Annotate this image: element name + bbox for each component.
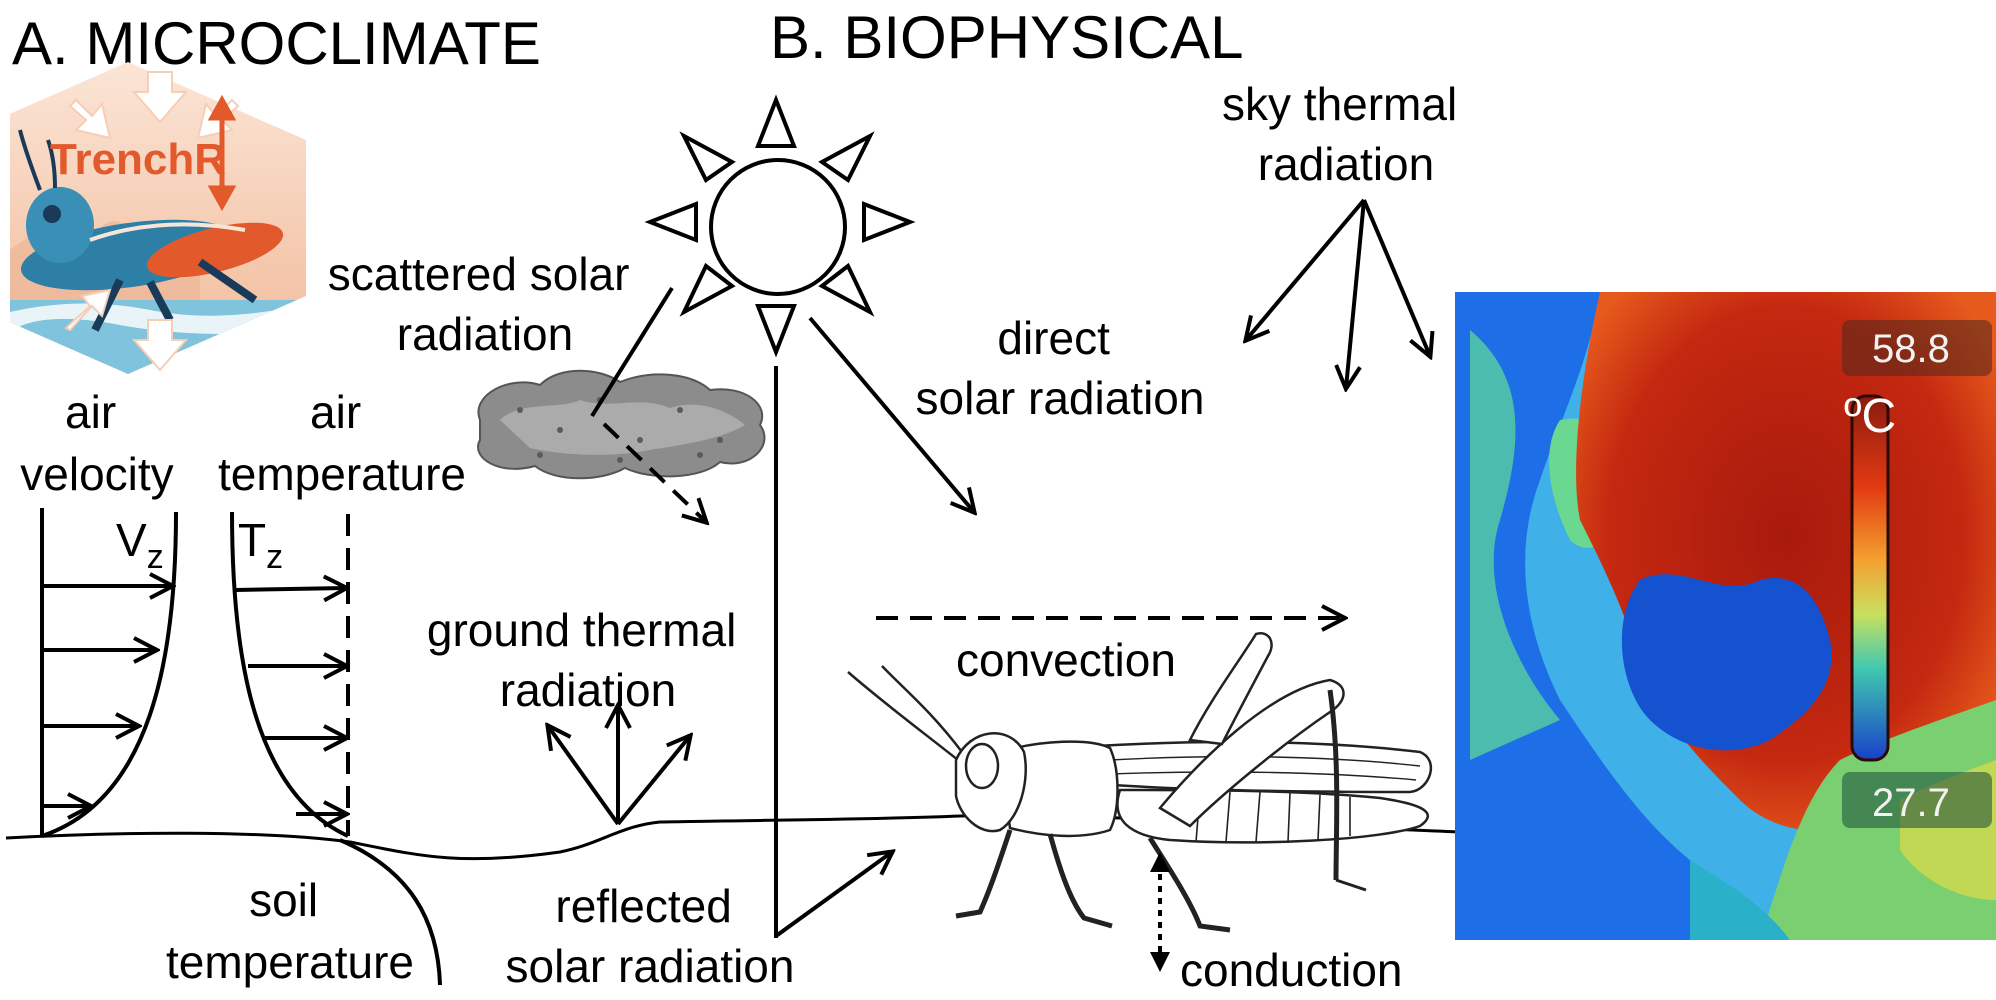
panel-b-title: B. BIOPHYSICAL (770, 4, 1244, 71)
direct-solar-radiation-label: direct solar radiation (916, 312, 1205, 424)
ground-thermal-arrows (548, 706, 690, 824)
reflected-solar-radiation-label: reflected solar radiation (506, 880, 795, 992)
conduction-arrow-head-down (1150, 952, 1170, 972)
conduction-label: conduction (1180, 944, 1403, 996)
thermal-max-value: 58.8 (1872, 327, 1950, 371)
thermal-unit: ºC (1844, 390, 1896, 443)
temperature-symbol: Tz (238, 514, 283, 576)
panel-a-title: A. MICROCLIMATE (12, 10, 541, 77)
reflected-solar-arrow (776, 852, 892, 936)
thermal-min-value: 27.7 (1872, 781, 1950, 825)
soil-temperature-label: soil temperature (166, 874, 414, 988)
air-temperature-label: air temperature (218, 386, 466, 500)
logo-text: TrenchR (50, 135, 226, 184)
scattered-solar-radiation-label: scattered solar radiation (328, 248, 642, 360)
ground-thermal-radiation-label: ground thermal radiation (427, 604, 749, 716)
sky-thermal-arrows (1246, 200, 1430, 388)
air-velocity-label: air velocity (20, 386, 173, 500)
trenchr-logo: TrenchR (10, 62, 306, 380)
convection-label: convection (956, 634, 1176, 686)
velocity-symbol: Vz (116, 514, 164, 576)
cloud-icon (478, 371, 764, 479)
sun-icon (650, 100, 910, 352)
sky-thermal-radiation-label: sky thermal radiation (1222, 78, 1470, 190)
thermal-image (1455, 292, 1996, 940)
